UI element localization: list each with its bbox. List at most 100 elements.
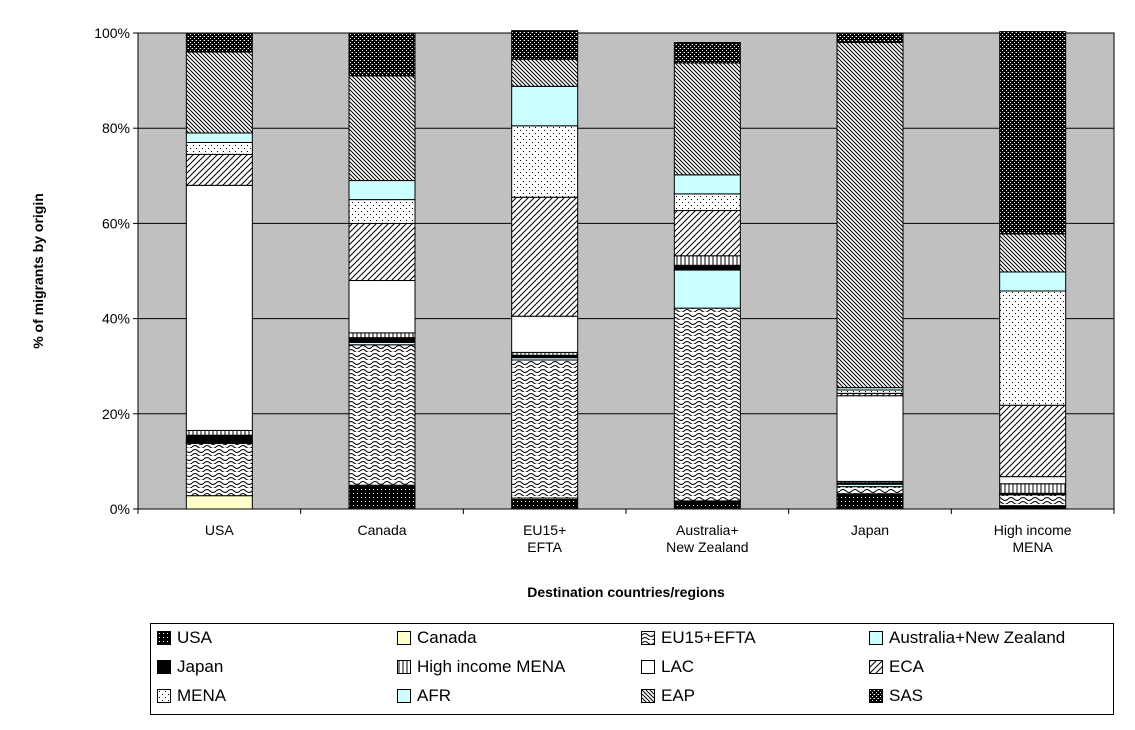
bar-segment-eca [999, 404, 1067, 478]
bar-segment-canada [185, 495, 253, 510]
gridlines [138, 127, 1114, 415]
legend: USA Canada EU15+EFTA Australia+New Zealand J… [150, 623, 1114, 715]
bar-segment-eu15-efta [185, 442, 253, 497]
bar-segment-usa [673, 501, 741, 510]
bars [185, 30, 1067, 510]
bar-segment-eap [836, 42, 904, 389]
bar-segment-sas [511, 30, 579, 60]
bar-segment-japan [185, 434, 253, 443]
bar-segment-high-income-mena [999, 483, 1067, 494]
legend-item: MENA [157, 684, 226, 708]
legend-label: USA [177, 628, 212, 647]
bar-segment-eu15-efta [836, 486, 904, 495]
legend-item: Japan [157, 655, 223, 679]
legend-swatch [641, 689, 655, 703]
legend-swatch [397, 660, 411, 674]
y-tick-label: 20% [102, 406, 130, 422]
bar-segment-mena [348, 199, 416, 224]
legend-swatch [869, 689, 883, 703]
x-tick-label: Canada [357, 522, 406, 538]
legend-swatch [157, 689, 171, 703]
legend-swatch [641, 660, 655, 674]
legend-label: Canada [417, 628, 477, 647]
legend-label: High income MENA [417, 657, 566, 676]
bar-segment-eap [511, 58, 579, 87]
bar-segment-usa [836, 494, 904, 510]
legend-swatch [397, 631, 411, 645]
bar-segment-afr [348, 180, 416, 201]
y-ticks: 0% 20% 40% 60% 80% 100% [94, 25, 138, 517]
legend-label: MENA [177, 686, 227, 705]
bar-segment-japan [348, 337, 416, 343]
plot-area [137, 32, 1115, 510]
bar-segment-high-income-mena [185, 429, 253, 436]
legend-swatch [397, 689, 411, 703]
bar-segment-eu15-efta [999, 494, 1067, 507]
bar-segment-sas [348, 32, 416, 77]
bar-segment-eca [348, 222, 416, 282]
bar-segment-eu15-efta [673, 307, 741, 502]
legend-item: LAC [641, 655, 694, 679]
x-tick-label: Australia+ New Zealand [666, 522, 749, 555]
legend-label: EAP [661, 686, 696, 705]
bar-segment-afr [673, 174, 741, 195]
legend-item: SAS [869, 684, 923, 708]
bar-segment-eu15-efta [348, 344, 416, 486]
legend-label: Japan [177, 657, 224, 676]
legend-label: Australia+New Zealand [889, 628, 1066, 647]
bar-segment-australia-new-zealand [673, 269, 741, 309]
bar-segment-lac [836, 395, 904, 482]
y-axis-title: % of migrants by origin [30, 193, 46, 349]
bar-segment-eap [348, 75, 416, 182]
y-tick-label: 0% [110, 501, 130, 517]
bar-segment-eca [673, 210, 741, 257]
legend-label: EU15+EFTA [661, 628, 756, 647]
legend-item: Australia+New Zealand [869, 626, 1065, 650]
legend-item: Canada [397, 626, 477, 650]
x-tick-label: Japan [851, 522, 889, 538]
bar-segment-lac [511, 315, 579, 353]
bar-segment-eap [673, 62, 741, 176]
bar-segment-mena [185, 141, 253, 155]
legend-item: USA [157, 626, 212, 650]
bar-segment-sas [185, 32, 253, 53]
legend-swatch [641, 631, 655, 645]
bar-segment-lac [999, 476, 1067, 485]
legend-item: High income MENA [397, 655, 565, 679]
x-ticks: USA Canada EU15+ EFTA Australia+ New Zealand J… [137, 509, 1115, 555]
x-tick-label: EU15+ EFTA [523, 522, 566, 555]
legend-swatch [157, 631, 171, 645]
legend-item: EU15+EFTA [641, 626, 756, 650]
y-tick-label: 80% [102, 120, 130, 136]
legend-swatch [869, 631, 883, 645]
bar-segment-lac [348, 280, 416, 334]
legend-label: AFR [417, 686, 451, 705]
bar-segment-eca [185, 153, 253, 186]
legend-swatch [157, 660, 171, 674]
y-tick-label: 100% [94, 25, 130, 41]
x-axis-title: Destination countries/regions [527, 584, 725, 600]
bar-segment-sas [836, 32, 904, 44]
bar-segment-high-income-mena [348, 332, 416, 339]
bar-segment-lac [185, 184, 253, 431]
bar-segment-high-income-mena [673, 255, 741, 266]
y-tick-label: 60% [102, 215, 130, 231]
x-tick-label: USA [205, 522, 234, 538]
bar-segment-eu15-efta [511, 359, 579, 499]
y-tick-label: 40% [102, 311, 130, 327]
bar-segment-mena [999, 290, 1067, 406]
legend-label: ECA [889, 657, 924, 676]
bar-segment-japan [673, 264, 741, 271]
legend-swatch [869, 660, 883, 674]
bar-segment-mena [673, 193, 741, 212]
bar-segment-eca [511, 196, 579, 317]
bar-segment-sas [999, 31, 1067, 235]
x-tick-label: High income MENA [994, 522, 1072, 555]
bar-segment-usa [511, 498, 579, 510]
bar-segment-sas [673, 42, 741, 64]
bar-segment-usa [348, 484, 416, 510]
legend-item: AFR [397, 684, 451, 708]
bar-segment-afr [185, 132, 253, 143]
